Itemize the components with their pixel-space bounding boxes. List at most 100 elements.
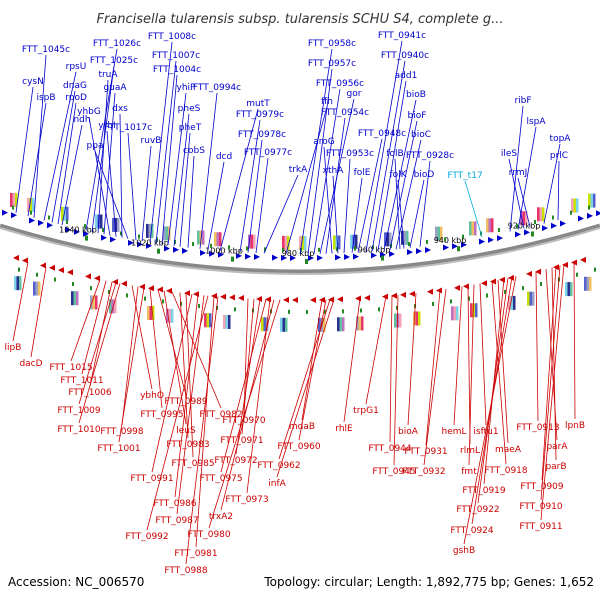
gene-label-ftt_0978c[interactable]: FTT_0978c [238,130,286,140]
gene-label-biod[interactable]: bioD [414,170,435,180]
gene-label-ftt_0919[interactable]: FTT_0919 [462,486,506,496]
gene-label-ftt_0957c[interactable]: FTT_0957c [308,59,356,69]
gene-label-ffh[interactable]: ffh [321,97,333,107]
gene-label-ftt_0928c[interactable]: FTT_0928c [406,151,454,161]
gene-label-leus[interactable]: leuS [176,426,196,436]
gene-label-xtha[interactable]: xthA [323,166,345,176]
gene-label-ftt_1045c[interactable]: FTT_1045c [22,45,70,55]
gene-label-ftt_0954c[interactable]: FTT_0954c [321,108,369,118]
gene-label-bioc[interactable]: bioC [411,130,431,140]
gene-label-ftt_0981[interactable]: FTT_0981 [174,549,217,559]
gene-label-ftt_t17[interactable]: FTT_t17 [447,171,482,181]
gene-label-arog[interactable]: aroG [313,137,335,147]
gene-label-ftt_0975[interactable]: FTT_0975 [199,474,242,484]
gene-label-fole[interactable]: folE [354,168,371,178]
gene-label-cobs[interactable]: cobS [183,146,205,156]
gene-label-ftt_1025c[interactable]: FTT_1025c [90,56,138,66]
gene-label-lspa[interactable]: lspA [526,117,546,127]
gene-label-ndh[interactable]: ndh [73,115,90,125]
gene-label-ftt_0998[interactable]: FTT_0998 [100,427,144,437]
gene-label-dacd[interactable]: dacD [19,359,42,369]
gene-label-ftt_0910[interactable]: FTT_0910 [519,502,563,512]
gene-label-folk[interactable]: folK [389,170,407,180]
gene-label-ftt_1007c[interactable]: FTT_1007c [152,51,200,61]
gene-label-ftt_0970[interactable]: FTT_0970 [222,416,266,426]
gene-label-dnag[interactable]: dnaG [63,81,87,91]
gene-label-ftt_0913[interactable]: FTT_0913 [516,423,559,433]
gene-label-biof[interactable]: bioF [408,111,427,121]
gene-label-ftt_1006[interactable]: FTT_1006 [68,388,112,398]
gene-label-ftt_1011[interactable]: FTT_1011 [60,376,103,386]
gene-label-rpod[interactable]: rpoD [65,93,87,103]
gene-label-ftt_0995[interactable]: FTT_0995 [140,410,183,420]
gene-label-ftt_1009[interactable]: FTT_1009 [57,406,101,416]
gene-label-ftt_0931[interactable]: FTT_0931 [404,447,447,457]
gene-label-ftt_0979c[interactable]: FTT_0979c [236,110,284,120]
gene-label-ftt_0977c[interactable]: FTT_0977c [244,148,292,158]
gene-label-yhip[interactable]: yhiP [177,83,197,93]
gene-label-iles[interactable]: ileS [501,149,518,159]
gene-label-ftt_0986[interactable]: FTT_0986 [153,499,197,509]
gene-label-ftt_1015[interactable]: FTT_1015 [49,363,92,373]
gene-label-ispb[interactable]: ispB [36,93,55,103]
gene-label-dcd[interactable]: dcd [216,152,232,162]
gene-label-yrbi[interactable]: yrbI [98,121,115,131]
gene-label-ftt_0958c[interactable]: FTT_0958c [308,39,356,49]
gene-label-ftt_1008c[interactable]: FTT_1008c [148,32,196,42]
gene-label-maea[interactable]: maeA [495,445,522,455]
gene-label-trpg1[interactable]: trpG1 [353,406,379,416]
gene-label-ftt_0988[interactable]: FTT_0988 [164,566,208,576]
gene-label-ftt_0924[interactable]: FTT_0924 [450,526,494,536]
gene-label-ftt_1010[interactable]: FTT_1010 [57,425,101,435]
gene-label-ftt_0922[interactable]: FTT_0922 [456,505,499,515]
gene-label-ftt_0918[interactable]: FTT_0918 [484,466,528,476]
gene-label-rhle[interactable]: rhlE [335,424,353,434]
gene-label-rrmj[interactable]: rrmJ [509,168,528,178]
gene-label-mutt[interactable]: mutT [246,99,270,109]
gene-label-prlc[interactable]: prlC [550,151,568,161]
gene-label-ftt_0956c[interactable]: FTT_0956c [316,79,364,89]
gene-label-ftt_0971[interactable]: FTT_0971 [220,436,263,446]
gene-label-phes[interactable]: pheS [178,104,201,114]
gene-label-rpsu[interactable]: rpsU [66,62,87,72]
gene-label-ftt_0992[interactable]: FTT_0992 [125,532,168,542]
gene-label-ftt_0994c[interactable]: FTT_0994c [193,83,241,93]
gene-label-ftt_0941c[interactable]: FTT_0941c [378,31,426,41]
gene-label-rlml[interactable]: rlmL [460,446,480,456]
gene-label-lpnb[interactable]: lpnB [565,421,585,431]
gene-label-ybho[interactable]: ybhO [140,391,164,401]
gene-label-topa[interactable]: topA [550,134,572,144]
gene-label-phet[interactable]: pheT [179,123,202,133]
gene-label-trxa2[interactable]: trxA2 [209,512,233,522]
gene-label-dxs[interactable]: dxs [112,104,128,114]
gene-label-ftt_0940c[interactable]: FTT_0940c [381,51,429,61]
gene-label-ftt_0909[interactable]: FTT_0909 [520,482,564,492]
gene-label-ftt_0953c[interactable]: FTT_0953c [326,149,374,159]
gene-label-ftt_0972[interactable]: FTT_0972 [214,456,257,466]
gene-label-ftt_0989[interactable]: FTT_0989 [164,397,208,407]
gene-label-mdab[interactable]: mdaB [289,422,315,432]
gene-label-ftt_0962[interactable]: FTT_0962 [257,461,300,471]
gene-label-ftt_0983[interactable]: FTT_0983 [166,440,209,450]
gene-label-infa[interactable]: infA [268,479,286,489]
gene-label-trua[interactable]: truA [98,70,118,80]
gene-label-trka[interactable]: trkA [289,165,308,175]
gene-label-ftt_0960[interactable]: FTT_0960 [277,442,321,452]
gene-label-ftt_0945[interactable]: FTT_0945 [372,467,415,477]
gene-label-ftt_0932[interactable]: FTT_0932 [402,467,445,477]
gene-label-ftt_0980[interactable]: FTT_0980 [187,530,231,540]
gene-label-ftt_0948c[interactable]: FTT_0948c [358,129,406,139]
gene-label-yhbg[interactable]: yhbG [77,107,101,117]
gene-label-ftt_0911[interactable]: FTT_0911 [519,522,562,532]
gene-label-parb[interactable]: parB [545,462,566,472]
gene-label-heml[interactable]: hemL [441,427,466,437]
gene-label-ftt_0944[interactable]: FTT_0944 [368,444,412,454]
gene-label-ftt_1001[interactable]: FTT_1001 [97,444,140,454]
gene-label-ftt_0987[interactable]: FTT_0987 [155,516,198,526]
gene-label-para[interactable]: parA [546,442,568,452]
gene-label-ftt_1017c[interactable]: FTT_1017c [104,123,152,133]
gene-label-ftt_0991[interactable]: FTT_0991 [130,474,173,484]
gene-label-cysn[interactable]: cysN [22,77,44,87]
gene-label-ribf[interactable]: ribF [514,96,531,106]
gene-label-ftt_1004c[interactable]: FTT_1004c [153,65,201,75]
